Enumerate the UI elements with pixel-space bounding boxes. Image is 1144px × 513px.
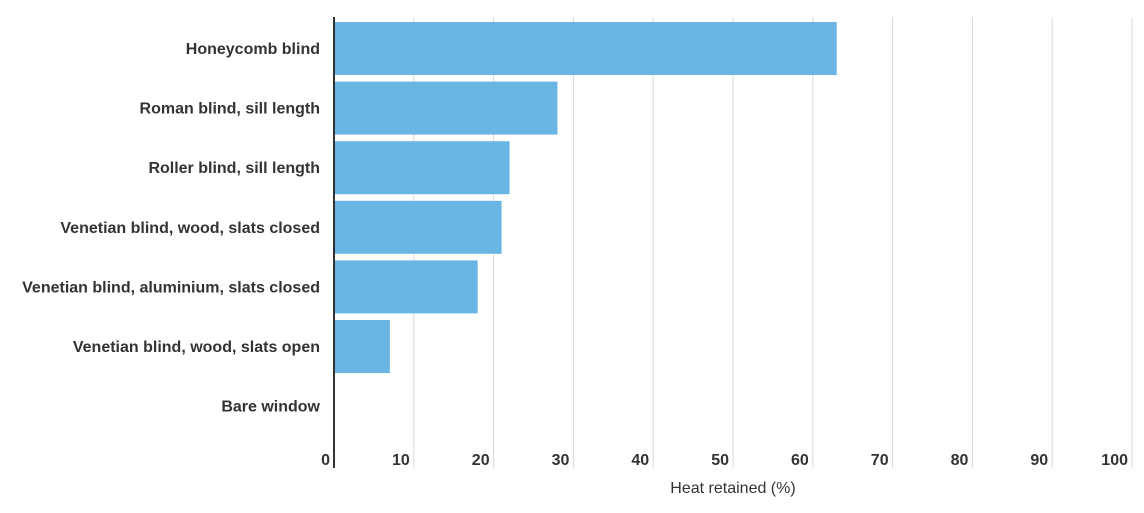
bar [334,320,390,373]
category-label: Venetian blind, wood, slats open [73,339,320,356]
x-tick-label: 50 [711,452,729,469]
x-tick-label: 100 [1101,452,1128,469]
x-tick-label: 80 [951,452,969,469]
category-label: Bare window [221,399,320,416]
category-label: Venetian blind, aluminium, slats closed [22,279,320,296]
bar [334,81,558,135]
x-tick-labels: 0 10 20 30 40 50 60 70 80 90 100 [321,452,1128,469]
bar [334,260,478,314]
category-label: Roller blind, sill length [148,160,320,177]
category-label: Venetian blind, wood, slats closed [60,220,320,237]
x-tick-label: 20 [472,452,490,469]
category-labels: Honeycomb blind Roman blind, sill length R… [22,41,320,416]
x-tick-label: 90 [1030,452,1048,469]
x-tick-label: 70 [871,452,889,469]
category-label: Honeycomb blind [186,41,320,58]
bar [334,200,502,254]
x-axis-title: Heat retained (%) [670,480,795,497]
x-tick-label: 30 [552,452,570,469]
x-tick-label: 0 [321,452,330,469]
x-tick-label: 40 [631,452,649,469]
bars [334,22,837,373]
bar [334,22,837,75]
bar [334,141,510,195]
x-tick-label: 60 [791,452,809,469]
category-label: Roman blind, sill length [140,101,320,118]
x-tick-label: 10 [392,452,410,469]
